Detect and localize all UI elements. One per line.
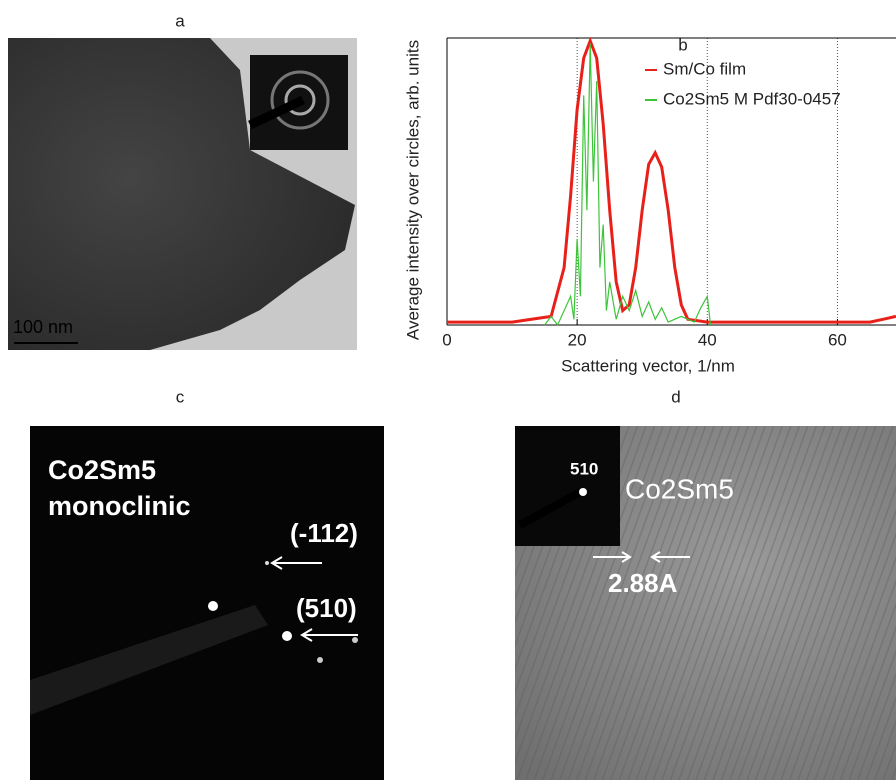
annotation: 510 (570, 459, 598, 478)
annotation: (510) (296, 593, 357, 623)
x-axis-label: Scattering vector, 1/nm (561, 356, 735, 375)
annotation: Co2Sm5 (48, 455, 156, 485)
annotation: monoclinic (48, 491, 191, 521)
x-tick-label: 20 (568, 330, 587, 349)
scale-label: 100 nm (13, 317, 73, 337)
arrow (593, 551, 690, 563)
x-tick-label: 0 (442, 330, 451, 349)
ring (284, 84, 316, 116)
annotation: 2.88A (608, 568, 678, 598)
annotation: Co2Sm5 (625, 473, 734, 504)
series-line (447, 36, 896, 324)
spot (579, 488, 587, 496)
chart-title: b (678, 35, 687, 54)
beam-stop (518, 488, 582, 529)
ring (270, 70, 330, 130)
arrow (270, 556, 322, 570)
x-tick-label: 40 (698, 330, 717, 349)
inset-fft (515, 426, 620, 546)
spot (352, 637, 358, 643)
legend-label: Sm/Co film (663, 59, 746, 78)
beam-stop (30, 605, 268, 715)
panel-label: c (176, 387, 185, 406)
spot (317, 657, 323, 663)
diffraction-image (30, 426, 384, 780)
panel-label: a (175, 11, 185, 30)
panel-label: d (671, 387, 680, 406)
arrow (300, 628, 358, 642)
spot (265, 561, 269, 565)
y-axis-label: Average intensity over circles, arb. uni… (403, 40, 422, 340)
beam-stop (248, 95, 305, 130)
spot (282, 631, 292, 641)
spot (208, 601, 218, 611)
x-tick-label: 60 (828, 330, 847, 349)
legend-label: Co2Sm5 M Pdf30-0457 (663, 89, 841, 108)
annotation: (-112) (290, 518, 358, 548)
chart: b 0 20 40 60 Scattering vector, 1/nm Average i… (403, 35, 896, 375)
particle (8, 38, 355, 350)
series-line (544, 43, 712, 327)
